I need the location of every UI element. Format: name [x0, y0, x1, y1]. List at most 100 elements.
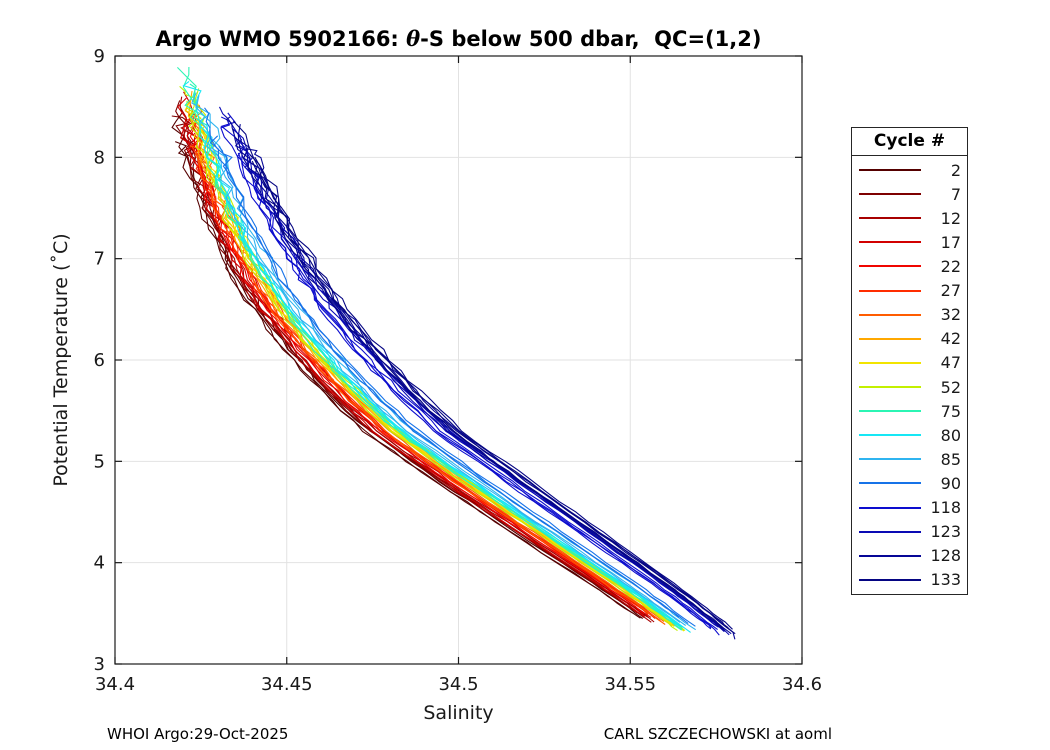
legend-line-sample — [859, 241, 921, 244]
legend-cycle-label: 118 — [930, 498, 961, 518]
legend-cycle-label: 17 — [940, 232, 961, 252]
profile-line — [249, 154, 729, 629]
y-tick-label: 7 — [94, 249, 105, 270]
footer-author-text: CARL SZCZECHOWSKI at aoml — [603, 725, 832, 743]
legend-entry: 52 — [852, 375, 967, 399]
profile-line — [232, 120, 736, 635]
profile-line — [251, 160, 723, 629]
legend-entry: 27 — [852, 279, 967, 303]
y-tick-label: 9 — [94, 46, 105, 67]
legend-line-sample — [859, 361, 921, 364]
legend-line-sample — [859, 458, 921, 461]
legend-cycle-label: 52 — [940, 377, 961, 397]
legend-entry: 2 — [852, 158, 967, 182]
legend-box: Cycle # 2 7 12 17 22 27 32 42 47 52 75 80 85 90 118 123… — [851, 127, 968, 595]
legend-cycle-label: 12 — [940, 208, 961, 228]
legend-entry: 123 — [852, 520, 967, 544]
plot-title-theta-symbol: θ — [406, 26, 421, 51]
y-tick-label: 5 — [94, 451, 105, 472]
profile-line — [209, 135, 680, 618]
legend-entry: 90 — [852, 471, 967, 495]
legend-line-sample — [859, 265, 921, 268]
legend-cycle-label: 2 — [950, 160, 961, 180]
legend-entry: 7 — [852, 182, 967, 206]
y-tick-label: 6 — [94, 350, 105, 371]
profile-line — [220, 112, 718, 631]
profile-line — [203, 123, 681, 628]
profile-line — [220, 116, 720, 636]
legend-line-sample — [859, 506, 921, 509]
profile-line — [235, 139, 730, 636]
legend-line-sample — [859, 554, 921, 557]
legend-cycle-label: 27 — [940, 281, 961, 301]
profile-curves-group — [171, 66, 736, 640]
legend-entry: 118 — [852, 496, 967, 520]
legend-line-sample — [859, 337, 921, 340]
profile-line — [183, 124, 652, 623]
profile-line — [189, 112, 656, 619]
y-tick-label: 8 — [94, 147, 105, 168]
legend-cycle-label: 128 — [930, 546, 961, 566]
legend-entry: 17 — [852, 230, 967, 254]
profile-line — [192, 144, 649, 615]
legend-cycle-label: 90 — [940, 473, 961, 493]
profile-line — [191, 92, 687, 626]
legend-line-sample — [859, 289, 921, 292]
legend-cycle-label: 85 — [940, 449, 961, 469]
profile-line — [195, 95, 697, 631]
profile-line — [196, 123, 672, 626]
legend-line-sample — [859, 386, 921, 389]
x-tick-label: 34.45 — [261, 674, 313, 695]
y-axis-label: Potential Temperature (˚C) — [50, 233, 72, 487]
legend-entry: 128 — [852, 544, 967, 568]
legend-entry: 22 — [852, 254, 967, 278]
legend-line-sample — [859, 482, 921, 485]
legend-line-sample — [859, 410, 921, 413]
plot-title-suffix: -S below 500 dbar, QC=(1,2) — [420, 27, 762, 51]
x-tick-label: 34.5 — [438, 674, 478, 695]
profile-line — [204, 107, 689, 624]
profile-line — [184, 146, 644, 619]
y-tick-label: 3 — [94, 654, 105, 675]
profile-line — [189, 145, 666, 625]
profile-line — [179, 96, 649, 618]
profile-line — [241, 151, 712, 630]
footer-source-text: WHOI Argo:29-Oct-2025 — [107, 725, 289, 743]
plot-title-prefix: Argo WMO 5902166: — [155, 27, 407, 51]
legend-entry: 75 — [852, 399, 967, 423]
legend-entry: 85 — [852, 447, 967, 471]
legend-cycle-label: 7 — [950, 184, 961, 204]
profile-line — [184, 101, 665, 622]
profile-line — [198, 112, 681, 623]
legend-cycle-label: 75 — [940, 401, 961, 421]
legend-cycle-label: 47 — [940, 353, 961, 373]
x-axis-label: Salinity — [423, 702, 494, 724]
legend-title: Cycle # — [852, 128, 967, 156]
legend-entry: 12 — [852, 206, 967, 230]
legend-entry: 32 — [852, 303, 967, 327]
profile-line — [232, 128, 725, 630]
profile-line — [232, 128, 722, 627]
legend-entry: 133 — [852, 568, 967, 592]
legend-line-sample — [859, 578, 921, 581]
profile-line — [183, 91, 652, 618]
plot-title: Argo WMO 5902166: θ-S below 500 dbar, QC… — [115, 26, 802, 51]
profile-line — [237, 124, 726, 632]
profile-line — [189, 83, 683, 630]
legend-line-sample — [859, 434, 921, 437]
legend-cycle-label: 133 — [930, 570, 961, 590]
profile-line — [254, 156, 733, 630]
profile-line — [234, 138, 719, 628]
x-tick-label: 34.4 — [95, 674, 135, 695]
x-tick-label: 34.55 — [604, 674, 656, 695]
legend-entry: 47 — [852, 351, 967, 375]
profile-line — [237, 152, 712, 629]
legend-cycle-label: 80 — [940, 425, 961, 445]
profile-line — [245, 148, 736, 640]
legend-entries: 2 7 12 17 22 27 32 42 47 52 75 80 85 90 118 123 128 133 — [852, 156, 967, 594]
legend-entry: 80 — [852, 423, 967, 447]
profile-line — [180, 136, 633, 610]
profile-line — [219, 106, 725, 633]
